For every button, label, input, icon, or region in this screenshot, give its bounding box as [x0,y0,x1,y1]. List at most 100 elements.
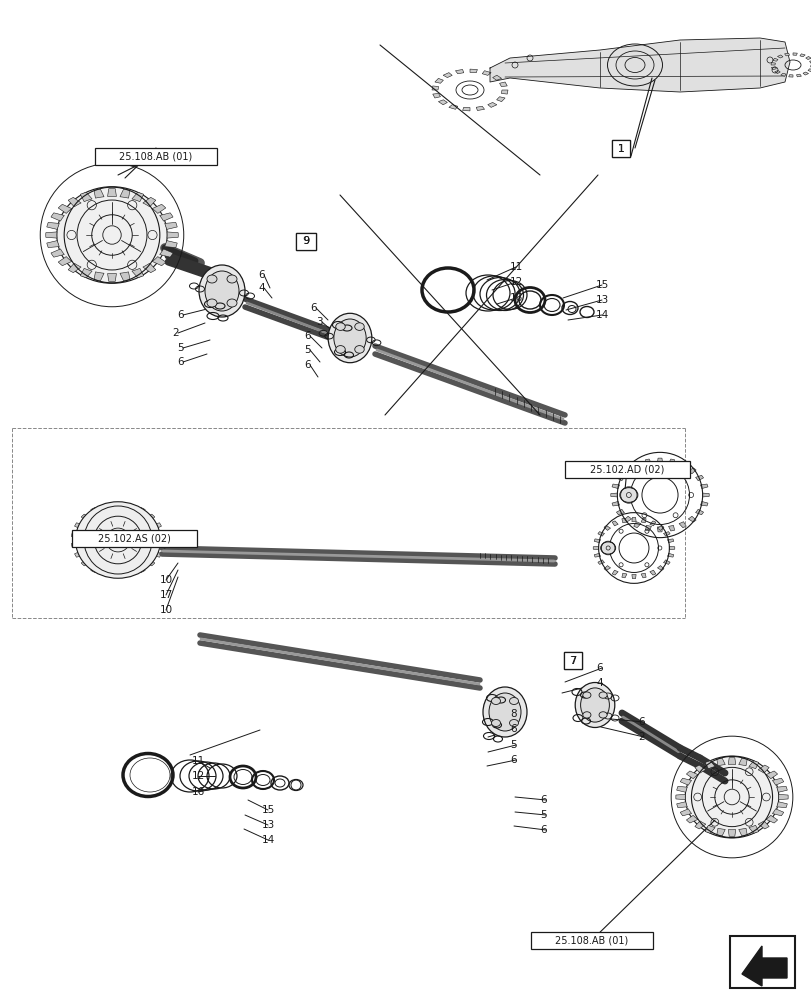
Text: 6: 6 [509,755,516,765]
Polygon shape [667,525,674,531]
Text: 11: 11 [509,262,522,272]
Polygon shape [633,522,640,528]
Ellipse shape [599,712,607,718]
Bar [611,140,629,157]
Polygon shape [120,189,130,198]
Polygon shape [499,82,507,87]
Polygon shape [94,272,104,281]
Polygon shape [127,571,133,576]
Polygon shape [160,249,173,257]
Polygon shape [738,758,746,766]
Polygon shape [487,102,496,107]
Polygon shape [668,546,674,550]
Polygon shape [137,566,145,572]
Text: 6: 6 [303,331,311,341]
Polygon shape [91,508,98,514]
Text: 25.102.AS (02): 25.102.AS (02) [98,534,171,544]
Polygon shape [623,468,631,474]
Polygon shape [165,222,177,229]
Polygon shape [775,802,787,808]
Ellipse shape [75,502,161,578]
Ellipse shape [600,542,615,554]
Polygon shape [91,566,98,572]
Polygon shape [805,56,810,59]
Text: 6: 6 [539,825,546,835]
Polygon shape [770,67,775,70]
Ellipse shape [582,712,590,718]
Polygon shape [131,268,144,278]
Polygon shape [611,570,617,575]
Polygon shape [771,809,783,816]
Text: 9: 9 [302,236,309,246]
Polygon shape [685,771,697,779]
Polygon shape [678,462,685,468]
Polygon shape [489,38,789,92]
Polygon shape [776,55,782,58]
Bar [95,148,217,165]
Polygon shape [774,71,779,74]
Polygon shape [143,197,156,207]
Bar [611,140,629,157]
Bar [296,233,315,250]
Polygon shape [470,69,477,73]
Polygon shape [597,560,603,564]
Polygon shape [80,192,92,202]
Polygon shape [704,761,714,769]
Polygon shape [633,462,640,468]
Polygon shape [716,758,724,766]
Polygon shape [663,560,669,564]
Text: 6: 6 [539,795,546,805]
Ellipse shape [207,299,217,307]
Polygon shape [685,815,697,823]
Ellipse shape [354,346,364,353]
Polygon shape [695,475,702,481]
Bar [564,652,581,669]
Polygon shape [716,828,724,836]
Text: 4: 4 [258,283,264,293]
Polygon shape [704,825,714,833]
Polygon shape [603,566,610,570]
Text: 14: 14 [262,835,275,845]
Text: 6: 6 [310,303,316,313]
Polygon shape [81,514,89,520]
Ellipse shape [227,299,237,307]
Ellipse shape [491,698,500,704]
Polygon shape [748,825,758,833]
Polygon shape [688,516,695,522]
Polygon shape [616,475,624,481]
Text: 6: 6 [637,717,644,727]
Ellipse shape [57,187,167,283]
Polygon shape [115,573,121,577]
Polygon shape [448,105,457,109]
Polygon shape [165,241,177,248]
Polygon shape [47,241,59,248]
Text: 16: 16 [191,787,205,797]
Polygon shape [738,828,746,836]
Polygon shape [766,771,777,779]
Polygon shape [102,571,109,576]
Polygon shape [667,539,673,543]
Polygon shape [667,459,674,465]
Polygon shape [152,204,165,213]
Polygon shape [631,517,635,522]
Polygon shape [667,553,673,557]
Polygon shape [597,532,603,536]
Text: 6: 6 [595,663,602,673]
Ellipse shape [508,698,518,704]
Polygon shape [641,518,646,523]
Text: 15: 15 [262,805,275,815]
Polygon shape [435,78,443,83]
Polygon shape [75,523,82,529]
Ellipse shape [227,275,237,283]
Polygon shape [167,232,178,238]
Polygon shape [809,65,811,67]
Polygon shape [137,508,145,514]
Text: 25.108.AB (01): 25.108.AB (01) [119,152,192,162]
Ellipse shape [488,693,521,731]
Polygon shape [81,560,89,566]
Text: 16: 16 [509,293,522,303]
Ellipse shape [335,346,345,353]
Polygon shape [748,761,758,769]
Text: 3: 3 [315,317,322,327]
Polygon shape [611,501,619,506]
